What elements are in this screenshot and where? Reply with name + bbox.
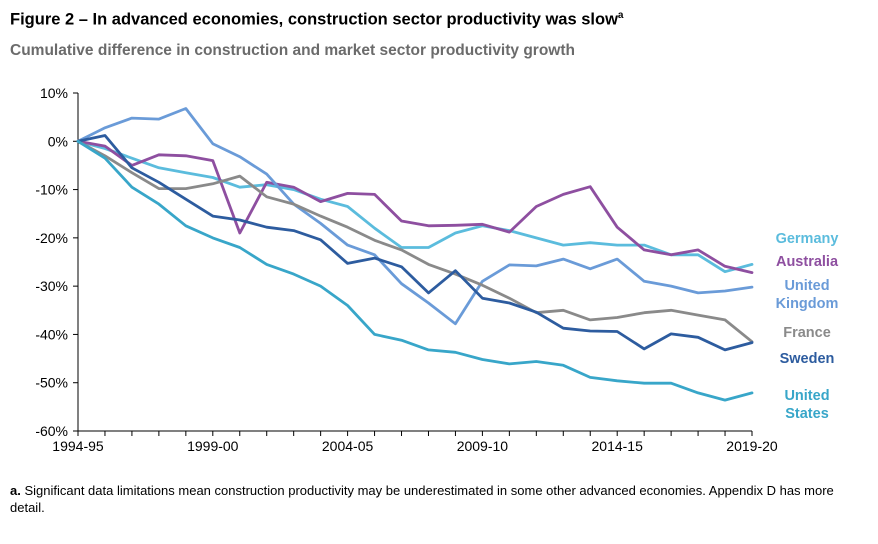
x-tick-label: 2019-20 xyxy=(726,438,778,454)
series-label-united-states: United xyxy=(784,388,829,404)
series-label-united-kingdom: United xyxy=(784,278,829,294)
series-line-sweden xyxy=(76,134,754,352)
y-tick-label: -20% xyxy=(35,230,68,246)
line-chart: 10% 0% -10% -20% -30% -40% -50% -60%1994-95 1999… xyxy=(35,85,839,454)
x-tick-label: 1994-95 xyxy=(52,438,104,454)
y-tick-label: -60% xyxy=(35,423,68,439)
footnote: a. Significant data limitations mean con… xyxy=(10,482,870,516)
x-tick-label: 1999-00 xyxy=(187,438,239,454)
y-tick-label: 10% xyxy=(40,85,68,101)
footnote-text: Significant data limitations mean constr… xyxy=(10,483,834,515)
series-line-france xyxy=(76,139,754,344)
series-line-australia xyxy=(76,139,754,275)
y-tick-label: -40% xyxy=(35,326,68,342)
x-tick-label: 2014-15 xyxy=(592,438,644,454)
x-tick-label: 2004-05 xyxy=(322,438,374,454)
chart-subtitle: Cumulative difference in construction an… xyxy=(10,42,575,59)
x-tick-label: 2009-10 xyxy=(457,438,509,454)
y-tick-label: -30% xyxy=(35,278,68,294)
series-label-united-states: States xyxy=(785,406,829,422)
figure-title: Figure 2 – In advanced economies, constr… xyxy=(10,10,623,30)
series-label-sweden: Sweden xyxy=(780,351,835,367)
series-line-united-states xyxy=(76,139,754,402)
y-tick-label: -50% xyxy=(35,375,68,391)
series-label-united-kingdom: Kingdom xyxy=(776,296,839,312)
figure-title-superscript: a xyxy=(617,10,624,21)
series-line-united-kingdom xyxy=(76,107,754,326)
y-tick-label: 0% xyxy=(48,133,68,149)
series-label-france: France xyxy=(783,325,831,341)
footnote-marker: a. xyxy=(10,483,21,498)
figure-title-text: Figure 2 – In advanced economies, constr… xyxy=(10,10,618,29)
series-label-germany: Germany xyxy=(776,231,839,247)
series-label-australia: Australia xyxy=(776,254,839,270)
y-tick-label: -10% xyxy=(35,182,68,198)
